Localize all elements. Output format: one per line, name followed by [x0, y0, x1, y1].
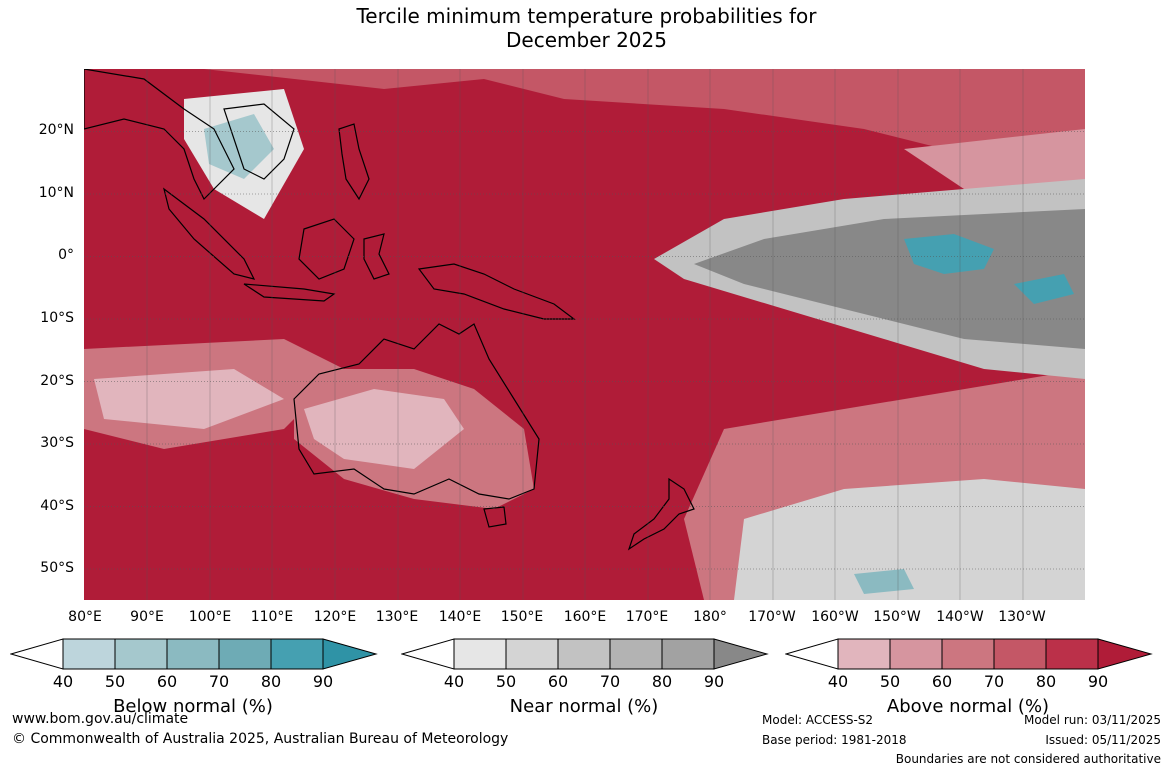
legend-swatch-4 [661, 638, 715, 670]
coastline-southeast-asia [84, 69, 235, 201]
probability-map [84, 69, 1085, 600]
coastline-new-zealand [627, 477, 695, 551]
coastline-sumatra [163, 187, 256, 280]
legend-near-tick-90: 90 [703, 672, 725, 691]
legend-swatch-2 [166, 638, 220, 670]
footer-url[interactable]: www.bom.gov.au/climate [12, 711, 189, 727]
legend-below-tick-90: 90 [312, 672, 334, 691]
meridian-lines [146, 69, 1024, 600]
below-normal-south [854, 569, 914, 594]
below-normal-equatorial [904, 234, 994, 274]
lon-label-130w: 130°W [998, 609, 1046, 625]
lat-label-10s: 10°S [40, 310, 74, 326]
legend-swatch-4 [1045, 638, 1099, 670]
lon-label-170e: 170°E [625, 609, 669, 625]
coastline-australia [293, 323, 540, 500]
lon-label-180: 180° [693, 609, 727, 625]
lat-label-10n: 10°N [38, 185, 74, 201]
coastline-sulawesi [363, 233, 390, 280]
legend-above-tick-60: 60 [931, 672, 953, 691]
legend-swatch-2 [557, 638, 611, 670]
lon-label-170w: 170°W [748, 609, 796, 625]
above-zone-north-band [204, 69, 1085, 159]
lon-label-140w: 140°W [936, 609, 984, 625]
lon-label-110e: 110°E [250, 609, 294, 625]
legend-above-tick-50: 50 [879, 672, 901, 691]
legend-swatch-2 [941, 638, 995, 670]
near-normal-south [734, 479, 1085, 600]
legend-near-tick-40: 40 [443, 672, 465, 691]
coastline-philippines [338, 123, 370, 201]
legend-below-title: Below normal (%) [113, 696, 273, 717]
coastline-tasmania [483, 506, 507, 528]
legend-above-normal [785, 638, 1153, 670]
legend-above-tick-80: 80 [1035, 672, 1057, 691]
legend-below-tick-40: 40 [52, 672, 74, 691]
lon-label-160w: 160°W [811, 609, 859, 625]
legend-swatch-3 [609, 638, 663, 670]
legend-near-title: Near normal (%) [509, 696, 659, 717]
lat-label-20s: 20°S [40, 373, 74, 389]
legend-below-tick-80: 80 [260, 672, 282, 691]
near-normal-core [694, 209, 1085, 349]
lat-label-40s: 40°S [40, 498, 74, 514]
lon-label-80e: 80°E [68, 609, 102, 625]
legend-near-normal [401, 638, 769, 670]
footer-model: Model: ACCESS-S2 [762, 713, 874, 727]
legend-above-title: Above normal (%) [886, 696, 1050, 717]
above-zone-australia-inner [304, 389, 464, 469]
lat-label-50s: 50°S [40, 560, 74, 576]
legend-above-tick-70: 70 [983, 672, 1005, 691]
footer-issued: Issued: 05/11/2025 [1045, 733, 1161, 747]
lat-label-30s: 30°S [40, 435, 74, 451]
legend-swatch-1 [114, 638, 168, 670]
lon-label-130e: 130°E [375, 609, 419, 625]
lat-label-0: 0° [58, 247, 74, 263]
legend-below-tick-60: 60 [156, 672, 178, 691]
lon-label-160e: 160°E [563, 609, 607, 625]
above-zone-east-upper [904, 129, 1085, 199]
lon-label-140e: 140°E [438, 609, 482, 625]
legend-below-tick-70: 70 [208, 672, 230, 691]
legend-swatch-tip [1097, 638, 1153, 670]
legend-swatch-0 [62, 638, 116, 670]
footer-base-period: Base period: 1981-2018 [762, 733, 907, 747]
title-line-2: December 2025 [506, 28, 667, 52]
legend-swatch-tip [713, 638, 769, 670]
legend-swatch-1 [889, 638, 943, 670]
grid-lines [84, 131, 1085, 570]
lon-label-120e: 120°E [313, 609, 357, 625]
lon-label-90e: 90°E [130, 609, 164, 625]
legend-swatch-1 [505, 638, 559, 670]
coastline-java [243, 283, 336, 302]
above-zone-indian-light [94, 369, 284, 429]
title-line-1: Tercile minimum temperature probabilitie… [356, 4, 817, 28]
legend-above-tick-40: 40 [827, 672, 849, 691]
lon-label-150e: 150°E [500, 609, 544, 625]
legend-swatch-3 [993, 638, 1047, 670]
legend-below-normal [10, 638, 378, 670]
legend-near-tick-70: 70 [599, 672, 621, 691]
footer-model-run: Model run: 03/11/2025 [1023, 713, 1161, 727]
legend-above-tick-90: 90 [1087, 672, 1109, 691]
legend-near-tick-60: 60 [547, 672, 569, 691]
lat-label-20n: 20°N [38, 122, 74, 138]
coastline-indochina [223, 103, 295, 180]
coastline-borneo [298, 218, 355, 280]
legend-swatch-tip [322, 638, 378, 670]
map-title: Tercile minimum temperature probabilitie… [0, 4, 1173, 52]
below-normal-equatorial-2 [1014, 274, 1074, 304]
legend-swatch-0 [453, 638, 507, 670]
legend-below-tick-50: 50 [104, 672, 126, 691]
lon-label-150w: 150°W [873, 609, 921, 625]
footer-disclaimer: Boundaries are not considered authoritat… [895, 752, 1161, 766]
lon-label-100e: 100°E [188, 609, 232, 625]
legend-swatch-0 [837, 638, 891, 670]
below-normal-asia [204, 114, 274, 179]
legend-swatch-3 [218, 638, 272, 670]
legend-near-tick-50: 50 [495, 672, 517, 691]
footer-copyright: © Commonwealth of Australia 2025, Austra… [12, 731, 509, 747]
legend-swatch-4 [270, 638, 324, 670]
legend-near-tick-80: 80 [651, 672, 673, 691]
